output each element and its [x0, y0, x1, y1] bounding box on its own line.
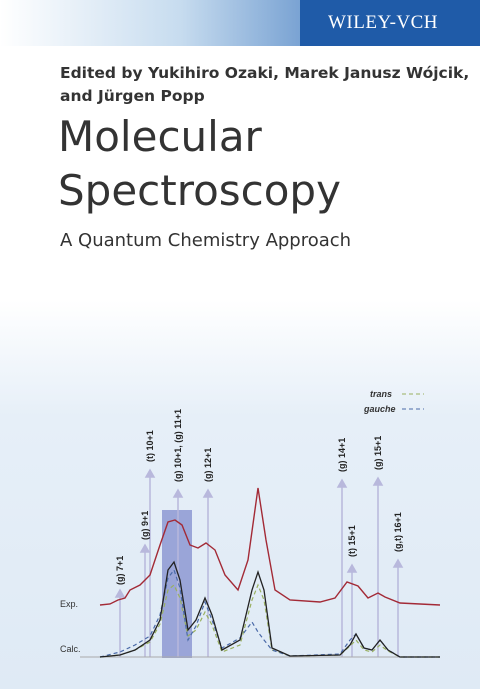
peak-label: (g) 15+1 [373, 436, 383, 470]
arrow-head [392, 558, 404, 568]
exp-curve [99, 487, 441, 606]
title-line: Spectroscopy [58, 166, 341, 215]
arrow-head [372, 476, 384, 486]
editors-line: Edited by Yukihiro Ozaki, Marek Janusz W… [60, 64, 470, 82]
subtitle: A Quantum Chemistry Approach [60, 230, 352, 251]
arrow-head [346, 563, 358, 573]
arrow-head [139, 543, 151, 553]
title-line: Molecular [58, 112, 262, 161]
peak-label: (t) 15+1 [347, 525, 357, 557]
legend-label: gauche [363, 404, 396, 414]
row-label: Exp. [60, 599, 78, 609]
row-label: Calc. [60, 644, 81, 654]
peak-label: (g) 9+1 [140, 511, 150, 540]
peak-label: (g) 12+1 [203, 448, 213, 482]
arrow-head [172, 488, 184, 498]
arrow-head [336, 478, 348, 488]
arrow-head [114, 588, 126, 598]
trans-curve [99, 583, 440, 658]
arrow-head [144, 468, 156, 478]
gauche-curve [99, 568, 440, 658]
legend-label: trans [370, 389, 392, 399]
peak-label: (g) 14+1 [337, 438, 347, 472]
top-band [0, 0, 300, 46]
peak-label: (g,t) 16+1 [393, 512, 403, 552]
calc-curve [99, 560, 440, 658]
bottom-band [0, 300, 480, 689]
editors-line: and Jürgen Popp [60, 87, 205, 105]
publisher-band [300, 0, 480, 46]
peak-label: (g) 10+1, (g) 11+1 [173, 409, 183, 482]
arrow-head [202, 488, 214, 498]
peak-label: (g) 7+1 [115, 556, 125, 585]
peak-label: (t) 10+1 [145, 430, 155, 462]
publisher: WILEY-VCH [328, 12, 439, 33]
